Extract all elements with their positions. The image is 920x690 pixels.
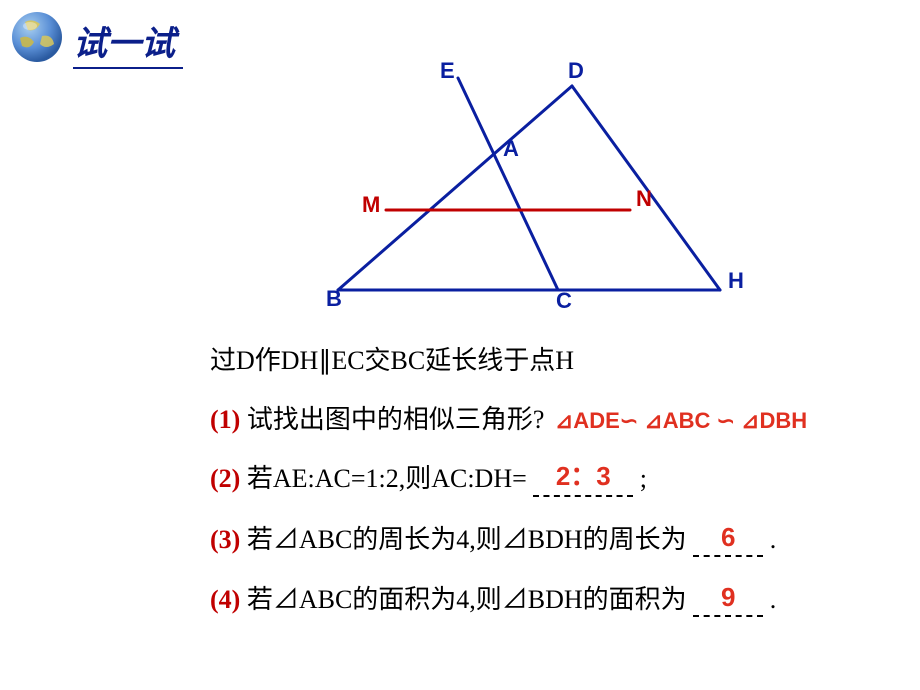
q1-number: (1) xyxy=(210,405,240,434)
q4-text-a: 若⊿ABC的面积为4,则⊿BDH的面积为 xyxy=(247,585,687,614)
svg-text:D: D xyxy=(568,60,584,83)
q3-number: (3) xyxy=(210,525,240,554)
q4-number: (4) xyxy=(210,585,240,614)
svg-text:B: B xyxy=(326,286,342,311)
question-2: (2) 若AE:AC=1:2,则AC:DH= 2：3 ; xyxy=(210,458,910,497)
geometry-diagram: E D A M N B C H xyxy=(300,60,780,320)
svg-text:N: N xyxy=(636,186,652,211)
svg-text:H: H xyxy=(728,268,744,293)
svg-text:A: A xyxy=(503,136,519,161)
question-1: (1) 试找出图中的相似三角形? ⊿ADE∽ ⊿ABC ∽ ⊿DBH xyxy=(210,399,910,436)
intro-text: 过D作DH∥EC交BC延长线于点H xyxy=(210,346,574,375)
q2-answer: 2：3 xyxy=(556,461,611,491)
svg-text:M: M xyxy=(362,192,380,217)
svg-text:C: C xyxy=(556,288,572,313)
q1-text: 试找出图中的相似三角形? xyxy=(247,405,545,434)
globe-icon xyxy=(10,10,65,70)
q3-text-b: . xyxy=(770,525,777,554)
question-4: (4) 若⊿ABC的面积为4,则⊿BDH的面积为 9 . xyxy=(210,579,910,617)
q2-number: (2) xyxy=(210,464,240,493)
header: 试一试 xyxy=(10,10,175,70)
q3-text-a: 若⊿ABC的周长为4,则⊿BDH的周长为 xyxy=(247,525,687,554)
q4-text-b: . xyxy=(770,585,777,614)
title-underline xyxy=(73,67,183,69)
q2-blank: 2：3 xyxy=(533,458,633,497)
question-3: (3) 若⊿ABC的周长为4,则⊿BDH的周长为 6 . xyxy=(210,519,910,557)
q1-answer: ⊿ADE∽ ⊿ABC ∽ ⊿DBH xyxy=(555,408,807,433)
page-title: 试一试 xyxy=(73,16,175,65)
q4-blank: 9 xyxy=(693,584,763,617)
q3-answer: 6 xyxy=(721,522,735,552)
q3-blank: 6 xyxy=(693,524,763,557)
content-area: 过D作DH∥EC交BC延长线于点H (1) 试找出图中的相似三角形? ⊿ADE∽… xyxy=(210,340,910,639)
q2-text-b: ; xyxy=(640,464,647,493)
q2-text-a: 若AE:AC=1:2,则AC:DH= xyxy=(247,464,527,493)
svg-text:E: E xyxy=(440,60,455,83)
q4-answer: 9 xyxy=(721,582,735,612)
title-text: 试一试 xyxy=(73,26,175,63)
intro-line: 过D作DH∥EC交BC延长线于点H xyxy=(210,340,910,377)
